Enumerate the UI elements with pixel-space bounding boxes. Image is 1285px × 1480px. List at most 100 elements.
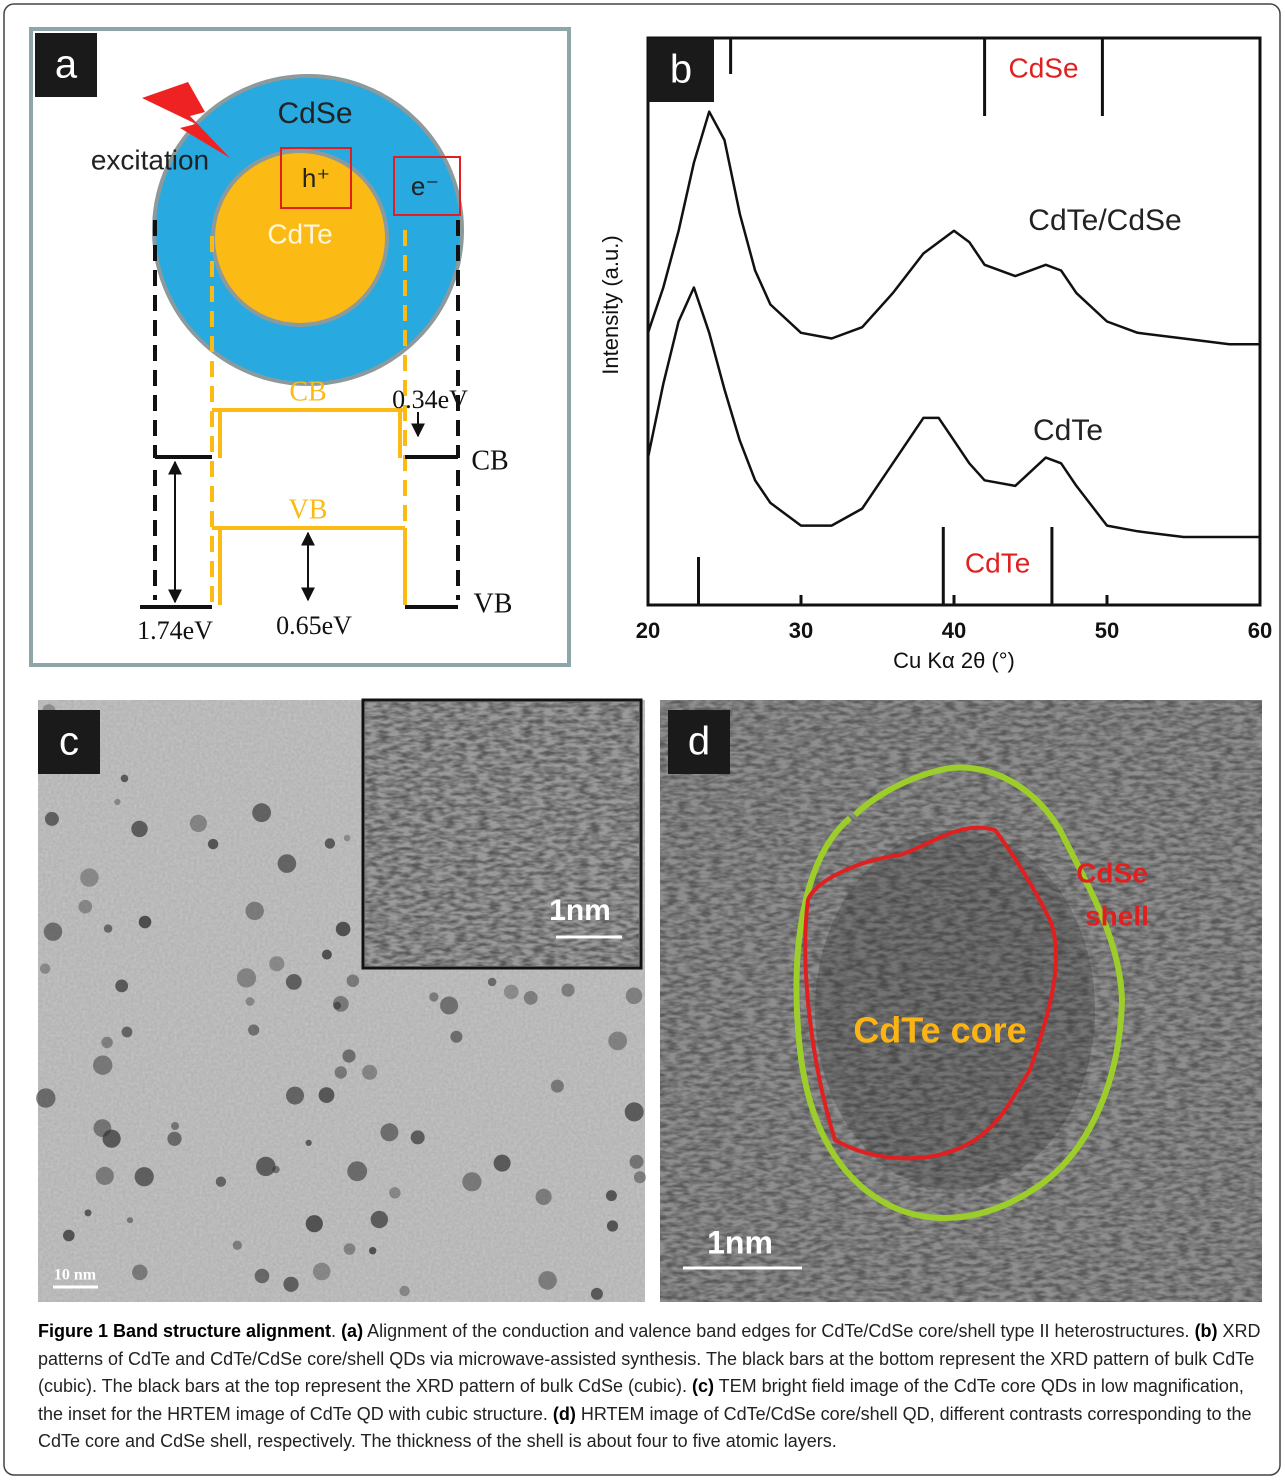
particle xyxy=(626,988,643,1005)
x-axis-label: Cu Kα 2θ (°) xyxy=(893,648,1015,673)
panel-a: a CdSe excitation h⁺ e⁻ CdTe CB VB CB VB xyxy=(31,29,569,665)
particle xyxy=(269,956,284,971)
particle xyxy=(131,821,147,837)
particle xyxy=(333,996,349,1012)
caption-text: . xyxy=(331,1321,341,1341)
cb-offset-label: 0.34eV xyxy=(392,385,468,414)
particle xyxy=(132,1265,148,1281)
particle xyxy=(524,991,538,1005)
scale-label: 1nm xyxy=(707,1224,773,1260)
particle xyxy=(625,1102,644,1121)
panel-c: c 1nm 10 nm xyxy=(36,700,646,1302)
particle xyxy=(344,1243,356,1255)
particle xyxy=(342,1049,355,1062)
particle xyxy=(335,1066,347,1078)
particle xyxy=(306,1140,312,1146)
particle xyxy=(462,1172,481,1191)
particle xyxy=(256,1157,275,1176)
particle xyxy=(440,997,458,1015)
shell-label: CdSe xyxy=(277,97,352,130)
particle xyxy=(114,799,120,805)
core-label: CdTe core xyxy=(853,1010,1026,1051)
reference-label: CdSe xyxy=(1008,52,1078,83)
caption-bold: (b) xyxy=(1195,1321,1218,1341)
plot-frame xyxy=(648,38,1260,605)
particle xyxy=(139,916,152,929)
particle xyxy=(362,1065,377,1080)
particle xyxy=(450,1031,462,1043)
particle xyxy=(283,1277,298,1292)
caption: Figure 1 Band structure alignment. (a) A… xyxy=(38,1318,1270,1456)
caption-bold: (a) xyxy=(341,1321,363,1341)
reference-label: CdTe xyxy=(965,547,1030,578)
particle xyxy=(336,922,351,937)
xrd-curve xyxy=(648,288,1260,538)
core-cb-label: CB xyxy=(289,376,326,407)
particle xyxy=(538,1271,557,1290)
panel-label: b xyxy=(670,48,692,92)
core-label: CdTe xyxy=(267,218,332,249)
particle xyxy=(389,1187,400,1198)
particle xyxy=(494,1155,511,1172)
particle xyxy=(561,984,574,997)
particle xyxy=(115,980,128,993)
caption-bold: (c) xyxy=(692,1376,714,1396)
particle xyxy=(286,1087,304,1105)
caption-bold: Figure 1 Band structure alignment xyxy=(38,1321,331,1341)
particle xyxy=(411,1130,425,1144)
particle xyxy=(248,1024,259,1035)
particle xyxy=(121,775,129,783)
particle xyxy=(96,1167,114,1185)
particle xyxy=(322,950,332,960)
figure-page: a CdSe excitation h⁺ e⁻ CdTe CB VB CB VB xyxy=(0,0,1285,1480)
particle xyxy=(551,1080,564,1093)
particle xyxy=(171,1122,179,1130)
particle xyxy=(104,924,112,932)
vb-offset-label: 0.65eV xyxy=(276,611,352,640)
excitation-label: excitation xyxy=(91,144,209,175)
particle xyxy=(237,968,256,987)
particle xyxy=(135,1167,154,1186)
panel-label: d xyxy=(688,720,710,764)
panel-d: d CdSe shell CdTe core 1nm xyxy=(660,700,1262,1302)
shell-label: CdSe xyxy=(1076,857,1148,888)
particle xyxy=(246,902,264,920)
particle xyxy=(608,1032,627,1051)
x-tick-label: 60 xyxy=(1248,618,1272,643)
particle xyxy=(190,815,207,832)
shell-vb-label: VB xyxy=(474,588,513,619)
particle xyxy=(313,1263,331,1281)
particle xyxy=(319,1087,335,1103)
x-tick-label: 50 xyxy=(1095,618,1119,643)
particle xyxy=(80,868,98,886)
particle xyxy=(93,1056,112,1075)
x-tick-label: 20 xyxy=(636,618,660,643)
particle xyxy=(103,1130,121,1148)
figure: a CdSe excitation h⁺ e⁻ CdTe CB VB CB VB xyxy=(0,0,1285,1480)
panel-label: c xyxy=(59,720,79,764)
particle xyxy=(286,974,302,990)
particle xyxy=(63,1230,75,1242)
particle xyxy=(347,975,360,988)
particle xyxy=(306,1215,323,1232)
particle xyxy=(369,1247,376,1254)
gap-label: 1.74eV xyxy=(137,616,213,645)
shell-label: shell xyxy=(1085,900,1149,931)
particle xyxy=(399,1286,409,1296)
particle xyxy=(278,854,297,873)
core-vb-label: VB xyxy=(289,494,328,525)
y-axis-label: Intensity (a.u.) xyxy=(598,235,623,374)
particle xyxy=(127,1217,133,1223)
particle xyxy=(371,1211,388,1228)
particle xyxy=(40,964,50,974)
series-label: CdTe/CdSe xyxy=(1028,204,1181,237)
particle xyxy=(591,1288,603,1300)
particle xyxy=(606,1190,617,1201)
particle xyxy=(347,1161,367,1181)
hole-label: h⁺ xyxy=(302,163,330,193)
particle xyxy=(216,1177,226,1187)
scale-label: 10 nm xyxy=(54,1267,97,1284)
particle xyxy=(246,997,255,1006)
series-label: CdTe xyxy=(1033,414,1103,447)
